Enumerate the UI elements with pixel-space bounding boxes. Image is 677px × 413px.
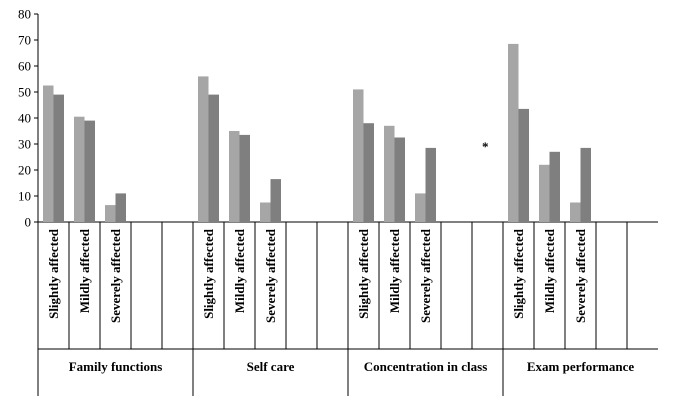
group-label: Self care: [247, 359, 295, 374]
bar: [105, 205, 116, 222]
y-tick-label: 60: [18, 59, 31, 74]
bar: [115, 193, 126, 222]
annotation-marker: *: [482, 139, 489, 154]
bar: [43, 85, 54, 222]
group-label: Exam performance: [527, 359, 634, 374]
y-tick-label: 70: [18, 33, 31, 48]
bar: [229, 131, 240, 222]
group-label: Concentration in class: [364, 359, 488, 374]
bar: [384, 125, 395, 222]
bar: [570, 202, 581, 222]
y-tick-label: 10: [18, 189, 31, 204]
bar: [580, 147, 591, 222]
category-label: Slightly affected: [46, 228, 61, 319]
bar: [84, 120, 95, 222]
bar: [270, 179, 281, 222]
category-label: Severely affected: [108, 228, 123, 323]
bar: [549, 151, 560, 222]
category-label: Severely affected: [263, 228, 278, 323]
bar: [425, 147, 436, 222]
bar: [260, 202, 271, 222]
category-label: Mildly affected: [232, 228, 247, 313]
category-label: Slightly affected: [356, 228, 371, 319]
category-label: Severely affected: [573, 228, 588, 323]
y-tick-label: 0: [25, 215, 32, 230]
category-label: Mildly affected: [542, 228, 557, 313]
group-label: Family functions: [69, 359, 163, 374]
category-label: Mildly affected: [77, 228, 92, 313]
bar: [53, 94, 64, 222]
category-label: Severely affected: [418, 228, 433, 323]
bar: [208, 94, 219, 222]
bar: [508, 43, 519, 223]
bar: [74, 116, 85, 222]
y-tick-label: 40: [18, 111, 31, 126]
category-label: Slightly affected: [201, 228, 216, 319]
bar: [518, 108, 529, 222]
bar: [415, 193, 426, 222]
bar: [539, 164, 550, 222]
category-label: Slightly affected: [511, 228, 526, 319]
y-tick-label: 80: [18, 7, 31, 22]
y-tick-label: 50: [18, 85, 31, 100]
bar: [363, 123, 374, 222]
bar: [239, 134, 250, 222]
bar: [394, 137, 405, 222]
y-tick-label: 20: [18, 163, 31, 178]
category-label: Mildly affected: [387, 228, 402, 313]
y-tick-label: 30: [18, 137, 31, 152]
bar: [353, 89, 364, 223]
bar: [198, 76, 209, 223]
